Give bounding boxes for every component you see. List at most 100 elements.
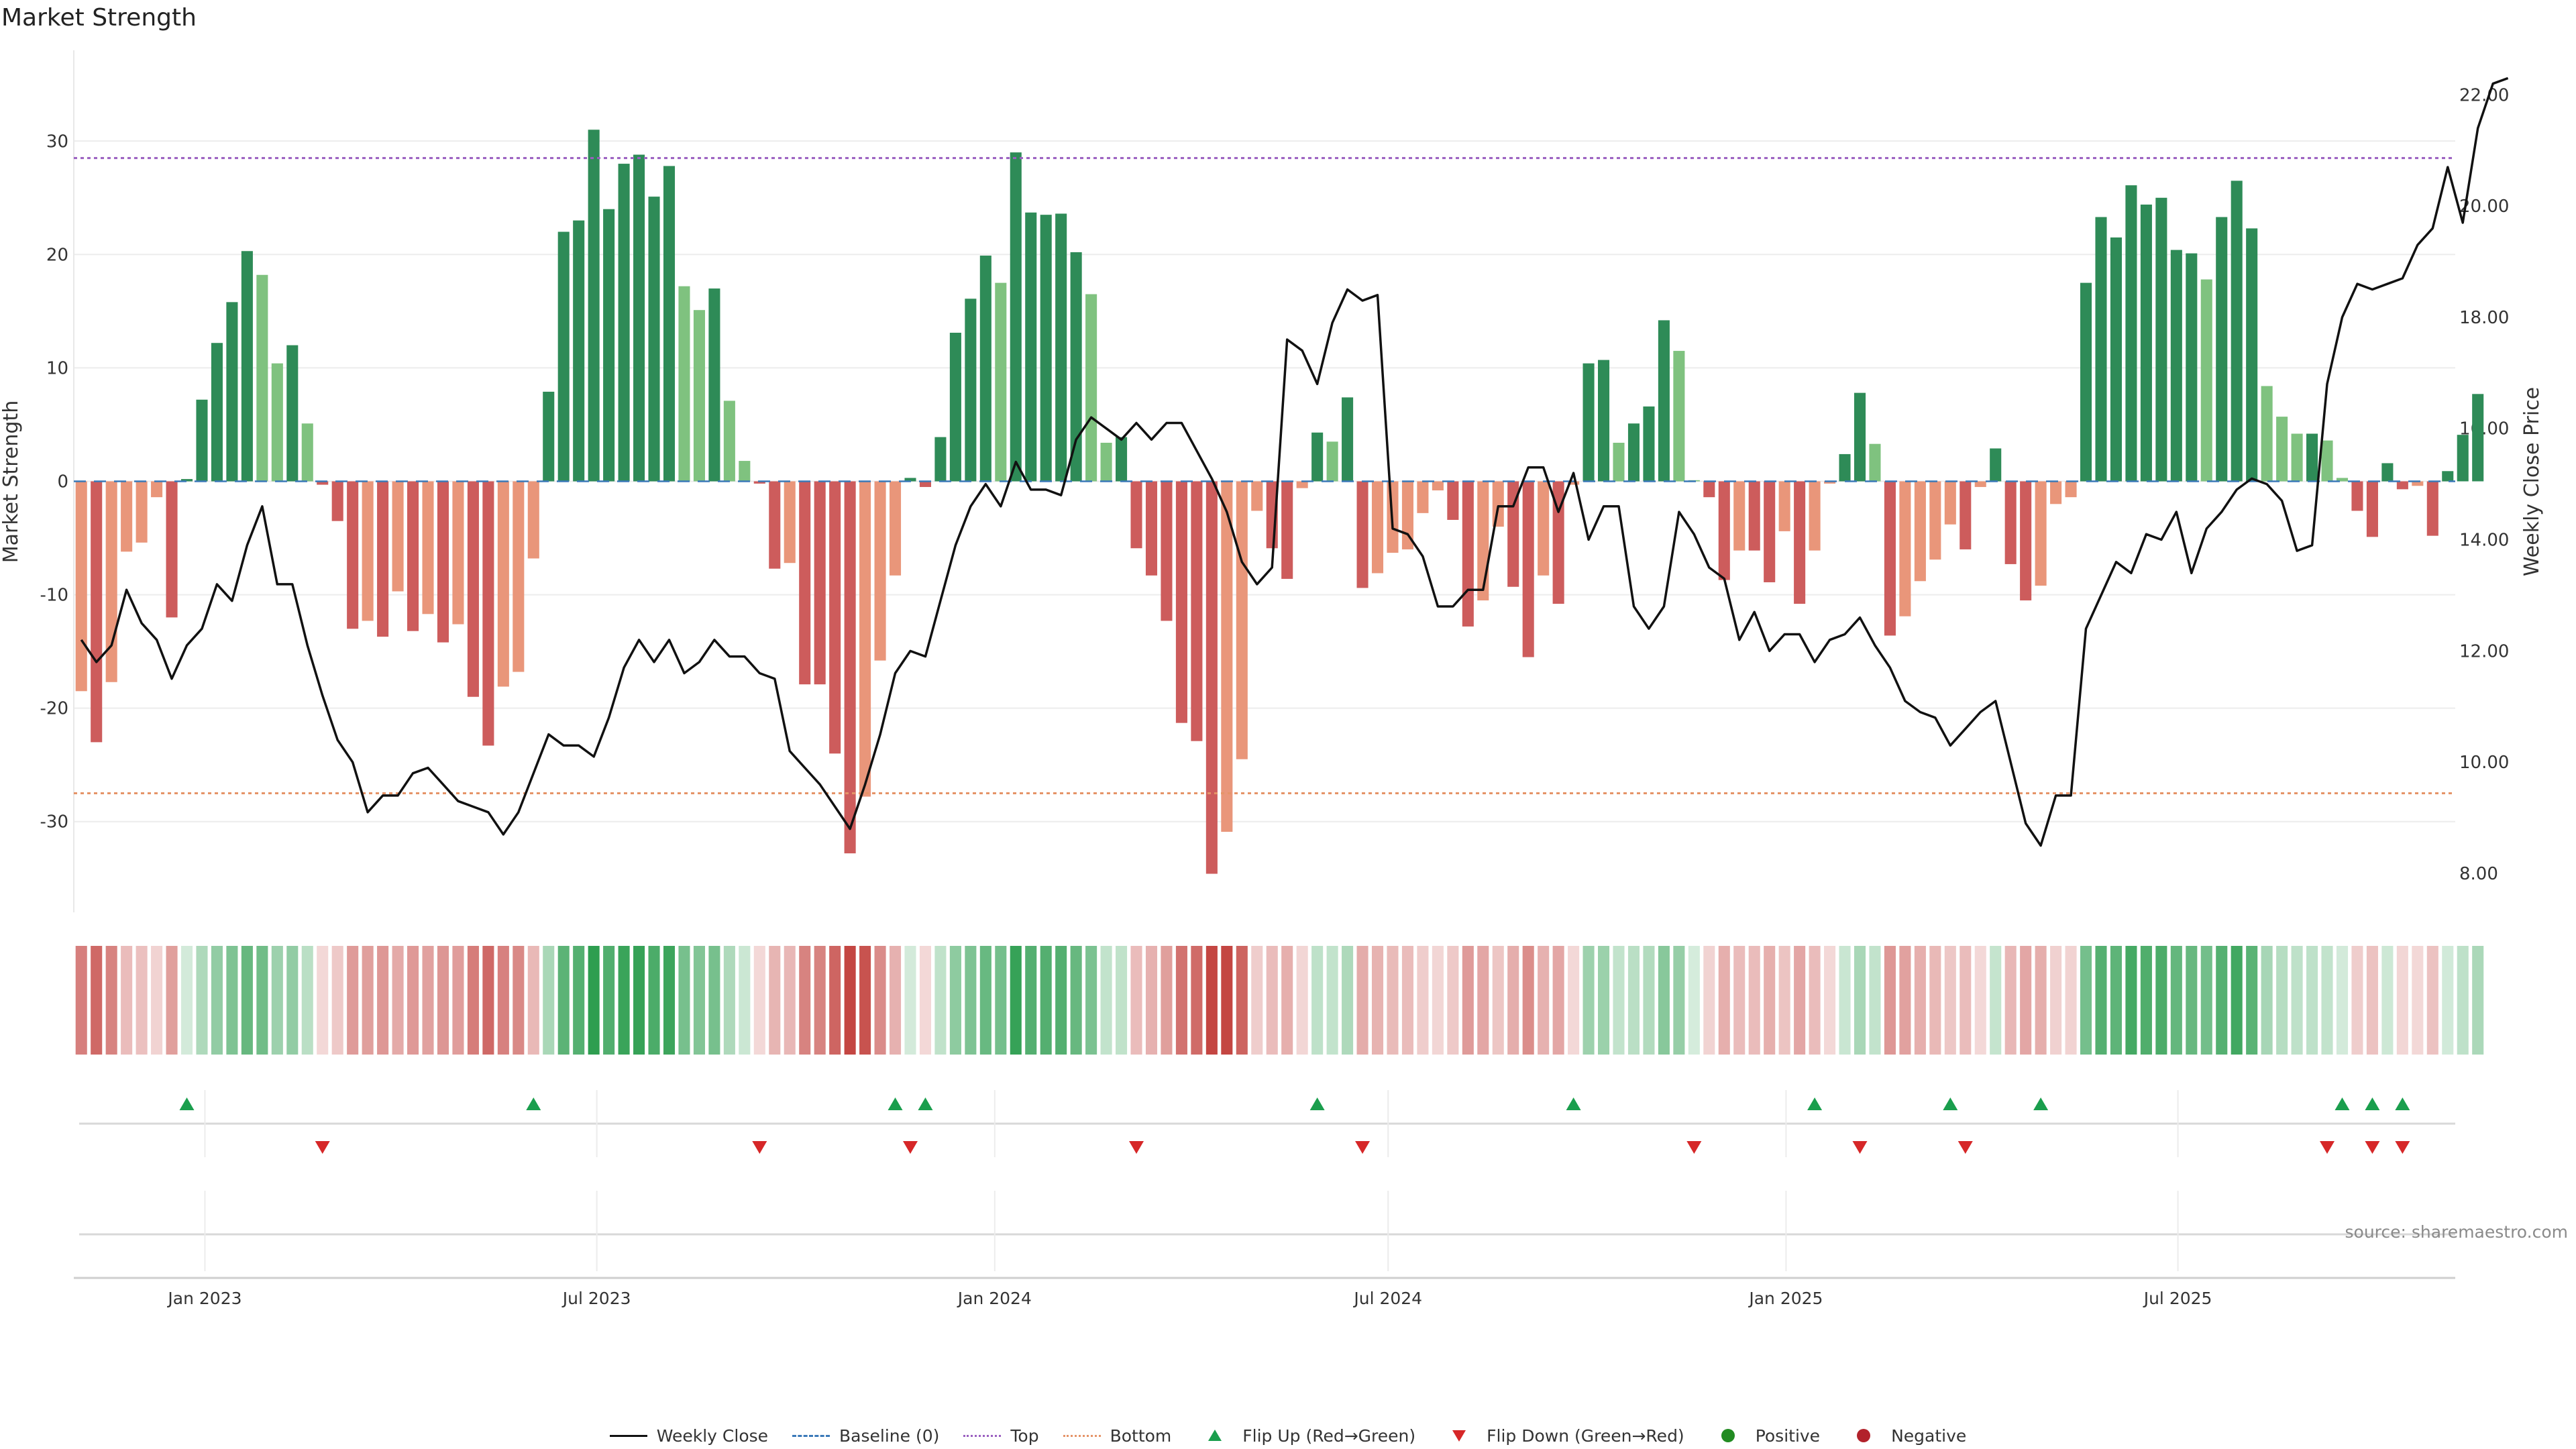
strength-bar xyxy=(708,288,720,482)
strength-bar xyxy=(2396,481,2408,490)
strength-bar xyxy=(2321,440,2333,482)
flip-up-marker xyxy=(1807,1097,1823,1110)
strength-bar xyxy=(1944,481,1956,525)
y2-tick-label: 20.00 xyxy=(2459,197,2509,217)
y-axis-title: Market Strength xyxy=(0,400,23,563)
heat-cell xyxy=(904,946,916,1055)
heat-cell xyxy=(2231,946,2243,1055)
strength-bar xyxy=(2472,394,2484,482)
heat-cell xyxy=(889,946,902,1055)
legend-item-flip-up[interactable]: Flip Up (Red→Green) xyxy=(1195,1426,1415,1446)
flip-up-marker xyxy=(526,1097,541,1110)
heat-cell xyxy=(1673,946,1685,1055)
heat-cell xyxy=(211,946,223,1055)
heat-cell xyxy=(1492,946,1504,1055)
strength-bar xyxy=(1191,481,1203,741)
heat-cell xyxy=(2246,946,2258,1055)
heat-cell xyxy=(2065,946,2077,1055)
heat-cell xyxy=(2351,946,2363,1055)
strength-bar xyxy=(2412,481,2424,486)
heat-cell xyxy=(2291,946,2303,1055)
heat-cell xyxy=(1507,946,1519,1055)
legend-item-positive[interactable]: Positive xyxy=(1709,1426,1820,1446)
strength-bar xyxy=(1598,360,1610,482)
legend-item-bottom[interactable]: Bottom xyxy=(1063,1426,1171,1446)
heat-cell xyxy=(196,946,208,1055)
heat-cell xyxy=(362,946,374,1055)
heat-cell xyxy=(331,946,343,1055)
heat-cell xyxy=(422,946,434,1055)
strength-bar xyxy=(1538,481,1550,576)
legend-item-negative[interactable]: Negative xyxy=(1844,1426,1966,1446)
heat-cell xyxy=(1401,946,1413,1055)
heat-cell xyxy=(1990,946,2002,1055)
heat-cell xyxy=(1100,946,1112,1055)
y-tick-label: 0 xyxy=(57,472,68,492)
heat-cell xyxy=(317,946,329,1055)
strength-bar xyxy=(1764,481,1776,582)
axis-layer: 3020100-10-20-3022.0020.0018.0016.0014.0… xyxy=(0,50,2544,912)
strength-bar xyxy=(91,481,103,743)
heat-cell xyxy=(1311,946,1324,1055)
heat-cell xyxy=(1748,946,1760,1055)
heat-cell xyxy=(1266,946,1278,1055)
flip-up-marker xyxy=(1943,1097,1958,1110)
y-tick-label: 30 xyxy=(46,131,68,152)
strength-bar xyxy=(1161,481,1173,621)
heat-cell xyxy=(1794,946,1806,1055)
flip-up-marker xyxy=(2395,1097,2410,1110)
strength-bar xyxy=(543,391,555,482)
strength-bar xyxy=(588,129,600,482)
heat-cell xyxy=(2216,946,2228,1055)
heat-cell xyxy=(1221,946,1233,1055)
heat-cell xyxy=(1175,946,1187,1055)
heat-cell xyxy=(241,946,253,1055)
strength-bar xyxy=(2050,481,2062,504)
y2-tick-label: 10.00 xyxy=(2459,753,2509,773)
heat-cell xyxy=(1462,946,1474,1055)
heat-cell xyxy=(1145,946,1158,1055)
legend-item-top[interactable]: Top xyxy=(963,1426,1039,1446)
heat-cell xyxy=(753,946,765,1055)
dashed-line-icon xyxy=(792,1428,830,1444)
legend-item-flip-down[interactable]: Flip Down (Green→Red) xyxy=(1440,1426,1684,1446)
strength-bar xyxy=(1356,481,1368,588)
heat-cell xyxy=(407,946,419,1055)
y2-tick-label: 14.00 xyxy=(2459,531,2509,551)
heat-cell xyxy=(151,946,163,1055)
strength-bar xyxy=(2276,417,2288,482)
strength-bar xyxy=(1145,481,1158,576)
legend-item-baseline[interactable]: Baseline (0) xyxy=(792,1426,939,1446)
heat-cell xyxy=(1718,946,1730,1055)
strength-bar xyxy=(1884,481,1896,636)
strength-bar xyxy=(1236,481,1248,759)
heat-cell xyxy=(965,946,977,1055)
legend-label: Baseline (0) xyxy=(839,1426,940,1446)
strength-bar xyxy=(1342,397,1354,482)
source-credit: source: sharemaestro.com xyxy=(2345,1222,2569,1242)
strength-bar xyxy=(2035,481,2047,586)
strength-bar xyxy=(1854,392,1866,482)
heat-cell xyxy=(1598,946,1610,1055)
strength-bar xyxy=(2216,217,2228,482)
legend-label: Flip Down (Green→Red) xyxy=(1487,1426,1684,1446)
strength-bar xyxy=(693,310,705,482)
strength-bar xyxy=(557,231,570,482)
strength-bar xyxy=(1281,481,1293,579)
legend-item-weekly-close[interactable]: Weekly Close xyxy=(609,1426,768,1446)
strength-bar xyxy=(2170,250,2182,482)
strength-bar xyxy=(1809,481,1821,551)
strength-bar xyxy=(1116,437,1128,482)
strength-bar xyxy=(1914,481,1926,582)
strength-bar xyxy=(739,461,751,482)
strength-bar xyxy=(105,481,117,682)
heat-cell xyxy=(1538,946,1550,1055)
heat-cell xyxy=(1371,946,1384,1055)
heat-cell xyxy=(226,946,238,1055)
strength-bar xyxy=(648,197,660,482)
legend-label: Flip Up (Red→Green) xyxy=(1242,1426,1416,1446)
flip-up-marker xyxy=(1309,1097,1325,1110)
heat-cell xyxy=(2412,946,2424,1055)
strength-bar xyxy=(859,481,871,797)
strength-bar xyxy=(1899,481,1911,616)
